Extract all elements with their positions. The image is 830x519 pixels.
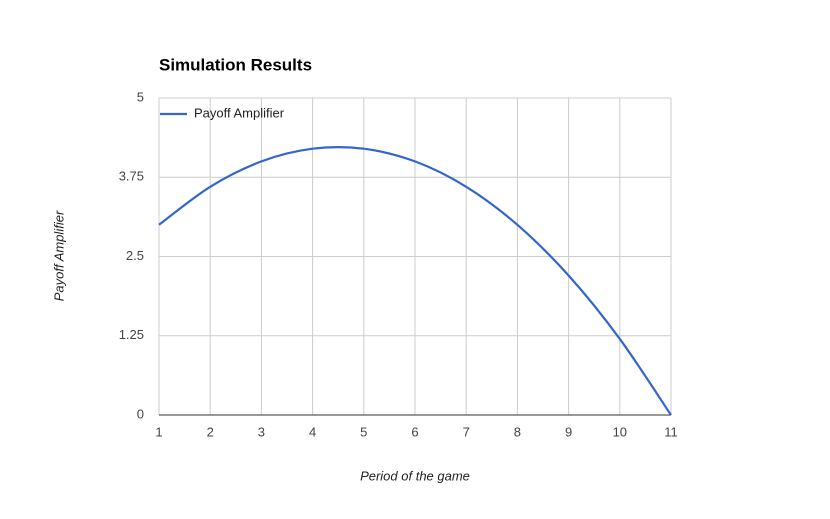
line-series (158, 146, 672, 416)
x-tick-label: 3 (258, 424, 265, 439)
x-tick-label: 5 (360, 424, 367, 439)
y-tick-label: 2.5 (126, 248, 144, 263)
y-tick-label: 5 (137, 89, 144, 104)
y-tick-label: 1.25 (119, 327, 144, 342)
x-tick-label: 11 (664, 424, 678, 439)
y-tick-label: 3.75 (119, 169, 144, 184)
y-axis-label: Payoff Amplifier (51, 210, 66, 301)
y-tick-label: 0 (137, 406, 144, 421)
x-tick-label: 6 (411, 424, 418, 439)
x-tick-label: 10 (613, 424, 627, 439)
x-axis-label: Period of the game (360, 468, 470, 483)
x-tick-label: 9 (565, 424, 572, 439)
x-tick-label: 1 (155, 424, 162, 439)
legend-label: Payoff Amplifier (194, 105, 285, 120)
chart-title: Simulation Results (159, 55, 312, 74)
x-tick-label: 8 (514, 424, 521, 439)
x-tick-label: 2 (207, 424, 214, 439)
x-tick-label: 4 (309, 424, 316, 439)
x-tick-label: 7 (463, 424, 470, 439)
